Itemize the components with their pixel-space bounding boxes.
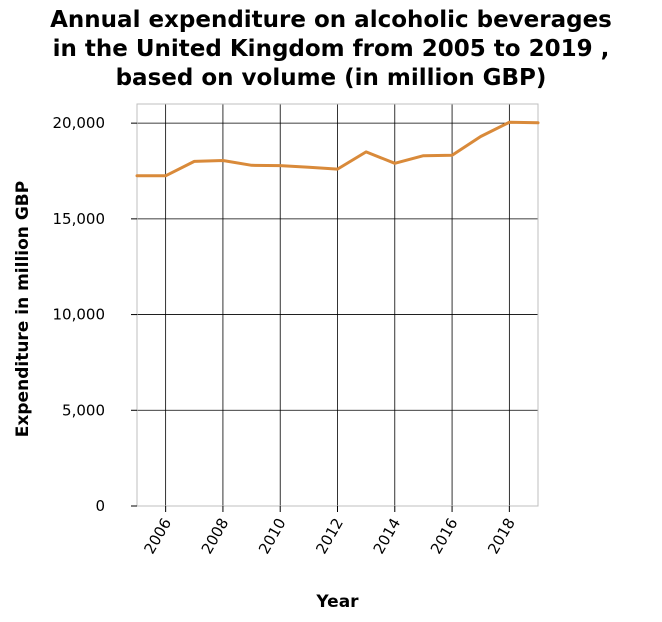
chart-title-line-3: based on volume (in million GBP) [115,65,547,91]
grid [137,104,538,507]
y-tick-label: 10,000 [53,306,106,324]
y-tick-label: 15,000 [53,210,106,228]
x-tick-label: 2010 [255,515,290,557]
y-axis-title: Expenditure in million GBP [13,181,33,437]
x-tick-label: 2014 [370,515,405,557]
series [135,120,540,178]
chart-title-line-2: in the United Kingdom from 2005 to 2019 … [52,36,610,62]
y-tick-label: 5,000 [62,401,105,419]
y-tick-label: 20,000 [53,114,106,132]
x-tick-label: 2006 [140,515,175,557]
y-axis-ticks: 0 5,000 10,000 15,000 20,000 [53,114,137,515]
x-tick-label: 2008 [198,515,233,557]
x-tick-label: 2016 [427,515,462,557]
chart-title-line-1: Annual expenditure on alcoholic beverage… [50,7,612,33]
series-line [135,120,540,178]
x-axis-ticks: 2006 2008 2010 2012 2014 2016 2018 [140,506,519,557]
x-axis-title: Year [315,592,359,612]
x-tick-label: 2018 [484,515,519,557]
y-tick-label: 0 [95,497,105,515]
chart-title: Annual expenditure on alcoholic beverage… [0,6,662,93]
x-tick-label: 2012 [312,515,347,557]
